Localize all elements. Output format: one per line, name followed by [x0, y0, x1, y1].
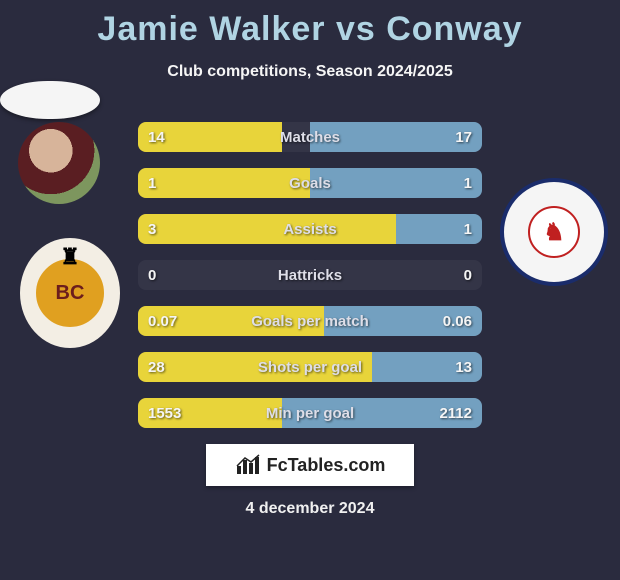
stat-label: Shots per goal — [138, 352, 482, 382]
stat-row: 31Assists — [138, 214, 482, 244]
stat-row: 0.070.06Goals per match — [138, 306, 482, 336]
stat-label: Hattricks — [138, 260, 482, 290]
rooster-icon: ♜ — [60, 244, 80, 270]
chart-icon — [235, 454, 261, 476]
stats-container: 1417Matches 11Goals 31Assists 00Hattricks 0.… — [138, 122, 482, 444]
stat-label: Goals per match — [138, 306, 482, 336]
stat-label: Goals — [138, 168, 482, 198]
stat-row: 11Goals — [138, 168, 482, 198]
subtitle: Club competitions, Season 2024/2025 — [0, 63, 620, 81]
stat-label: Assists — [138, 214, 482, 244]
club-badge-left: ♜ BC — [20, 238, 120, 348]
player-left-avatar — [18, 122, 100, 204]
lion-icon: ♞ — [528, 206, 580, 258]
player-right-avatar — [0, 81, 100, 119]
logo-text: FcTables.com — [267, 455, 386, 476]
fctables-logo: FcTables.com — [206, 444, 414, 486]
stat-row: 15532112Min per goal — [138, 398, 482, 428]
date-label: 4 december 2024 — [0, 500, 620, 518]
stat-label: Matches — [138, 122, 482, 152]
stat-label: Min per goal — [138, 398, 482, 428]
stat-row: 1417Matches — [138, 122, 482, 152]
club-badge-right: ♞ — [500, 178, 608, 286]
stat-row: 2813Shots per goal — [138, 352, 482, 382]
club-badge-left-text: BC — [56, 282, 85, 305]
page-title: Jamie Walker vs Conway — [0, 0, 620, 49]
stat-row: 00Hattricks — [138, 260, 482, 290]
